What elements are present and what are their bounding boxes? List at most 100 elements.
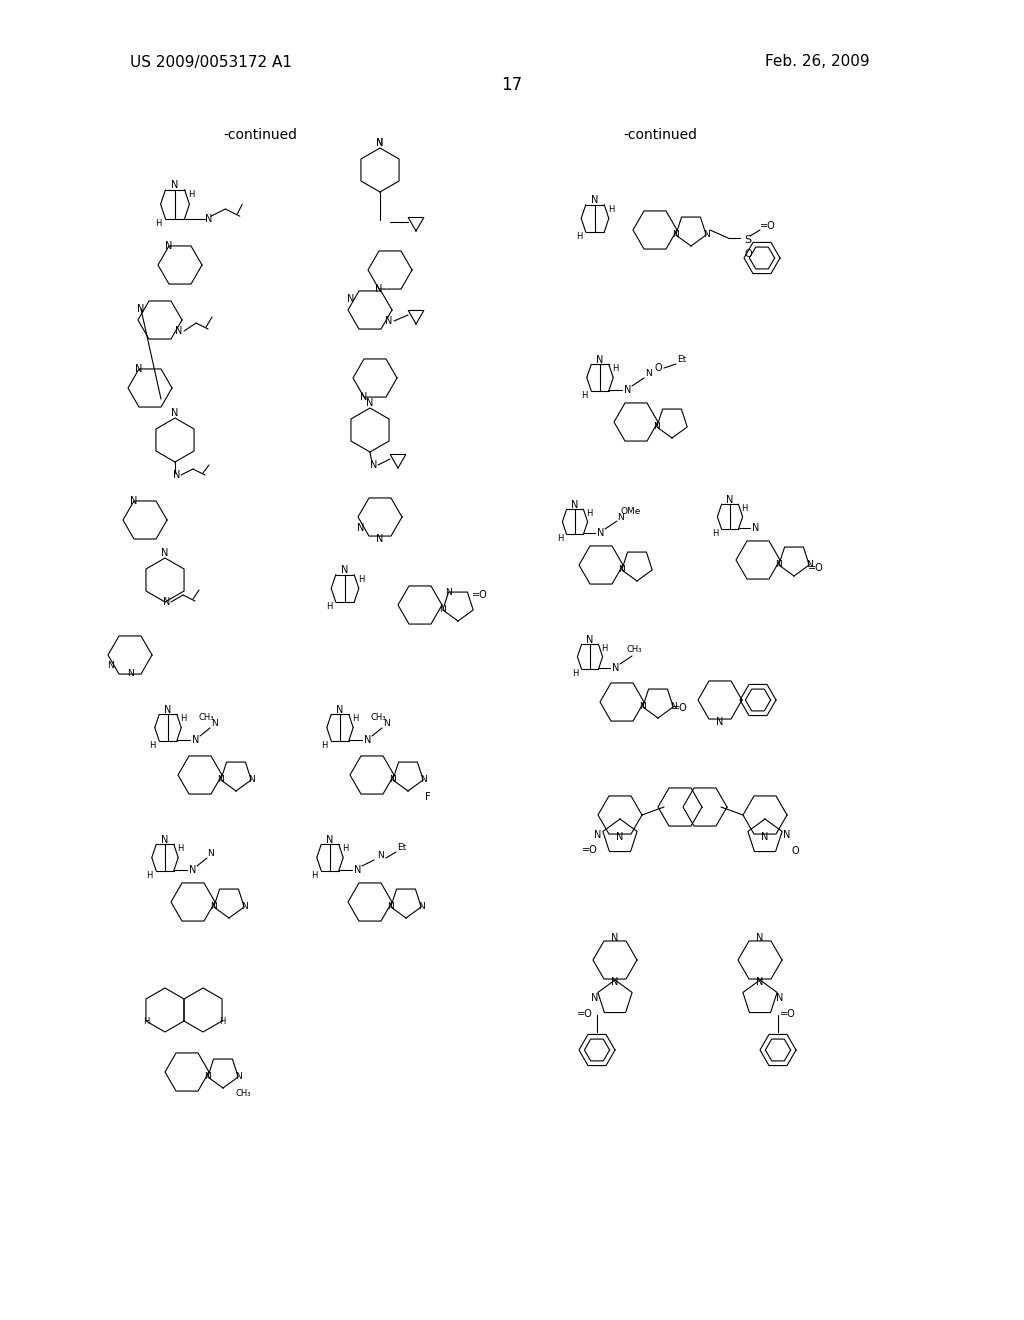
Text: N: N [165, 242, 173, 251]
Text: Feb. 26, 2009: Feb. 26, 2009 [765, 54, 870, 70]
Text: N: N [670, 702, 677, 711]
Text: H: H [612, 364, 618, 374]
Text: H: H [219, 1016, 225, 1026]
Text: H: H [311, 871, 317, 879]
Text: N: N [357, 523, 365, 533]
Text: N: N [234, 1072, 242, 1081]
Text: =O: =O [780, 1008, 796, 1019]
Text: CH₃: CH₃ [236, 1089, 251, 1098]
Text: N: N [163, 597, 171, 607]
Text: N: N [726, 495, 733, 506]
Text: H: H [177, 845, 183, 853]
Text: N: N [376, 535, 384, 544]
Text: N: N [702, 231, 710, 239]
Text: N: N [130, 496, 137, 506]
Text: H: H [150, 741, 156, 750]
Text: Et: Et [397, 843, 407, 853]
Text: N: N [341, 565, 349, 576]
Text: N: N [387, 903, 394, 911]
Text: N: N [625, 385, 632, 395]
Text: CH₃: CH₃ [627, 645, 642, 655]
Text: N: N [653, 422, 660, 432]
Text: N: N [135, 364, 142, 374]
Text: H: H [180, 714, 186, 723]
Text: N: N [162, 548, 169, 558]
Text: N: N [757, 977, 764, 987]
Text: N: N [367, 399, 374, 408]
Text: N: N [587, 635, 594, 645]
Text: N: N [618, 565, 626, 574]
Text: H: H [712, 529, 719, 539]
Text: N: N [336, 705, 344, 715]
Text: 17: 17 [502, 77, 522, 94]
Text: CH₃: CH₃ [199, 714, 214, 722]
Text: N: N [211, 719, 217, 729]
Text: N: N [162, 836, 169, 845]
Text: =O: =O [578, 1008, 593, 1019]
Text: H: H [142, 1016, 150, 1026]
Text: N: N [171, 408, 178, 418]
Text: CH₃: CH₃ [371, 714, 386, 722]
Text: Et: Et [677, 355, 687, 364]
Text: N: N [127, 669, 133, 678]
Text: N: N [673, 231, 679, 239]
Text: N: N [205, 214, 212, 223]
Text: N: N [571, 500, 579, 510]
Text: N: N [371, 459, 378, 470]
Text: H: H [326, 602, 332, 611]
Text: OMe: OMe [621, 507, 641, 516]
Text: N: N [377, 851, 383, 861]
Text: N: N [383, 719, 389, 729]
Text: N: N [445, 587, 452, 597]
Text: H: H [587, 510, 593, 517]
Text: N: N [806, 561, 813, 569]
Text: H: H [188, 190, 195, 199]
Text: S: S [744, 235, 752, 246]
Text: N: N [376, 284, 383, 294]
Text: N: N [210, 903, 217, 911]
Text: H: H [582, 391, 588, 400]
Text: H: H [557, 535, 563, 543]
Text: =O: =O [672, 704, 688, 713]
Text: N: N [205, 1072, 211, 1081]
Text: H: H [342, 845, 348, 853]
Text: N: N [591, 993, 599, 1003]
Text: N: N [776, 993, 783, 1003]
Text: H: H [608, 205, 614, 214]
Text: H: H [358, 574, 365, 583]
Text: H: H [146, 871, 153, 879]
Text: N: N [171, 180, 178, 190]
Text: N: N [241, 903, 248, 911]
Text: N: N [389, 775, 396, 784]
Text: H: H [572, 669, 579, 678]
Text: N: N [639, 702, 646, 711]
Text: US 2009/0053172 A1: US 2009/0053172 A1 [130, 54, 292, 70]
Text: N: N [775, 561, 782, 569]
Text: N: N [365, 735, 372, 744]
Text: N: N [360, 392, 368, 403]
Text: N: N [137, 304, 144, 314]
Text: N: N [354, 865, 361, 875]
Text: N: N [173, 470, 180, 480]
Text: N: N [439, 606, 446, 614]
Text: N: N [717, 717, 724, 727]
Text: H: H [575, 232, 582, 242]
Text: H: H [741, 504, 748, 513]
Text: N: N [617, 512, 625, 521]
Text: N: N [753, 523, 760, 533]
Text: N: N [616, 832, 624, 842]
Text: N: N [208, 850, 214, 858]
Text: H: H [155, 219, 162, 228]
Text: =O: =O [808, 564, 824, 573]
Text: O: O [792, 846, 799, 855]
Text: N: N [591, 195, 599, 205]
Text: H: H [322, 741, 328, 750]
Text: N: N [347, 294, 354, 304]
Text: N: N [611, 977, 618, 987]
Text: N: N [189, 865, 197, 875]
Text: N: N [193, 735, 200, 744]
Text: -continued: -continued [623, 128, 697, 143]
Text: N: N [597, 528, 605, 539]
Text: N: N [376, 139, 384, 148]
Text: N: N [376, 139, 384, 148]
